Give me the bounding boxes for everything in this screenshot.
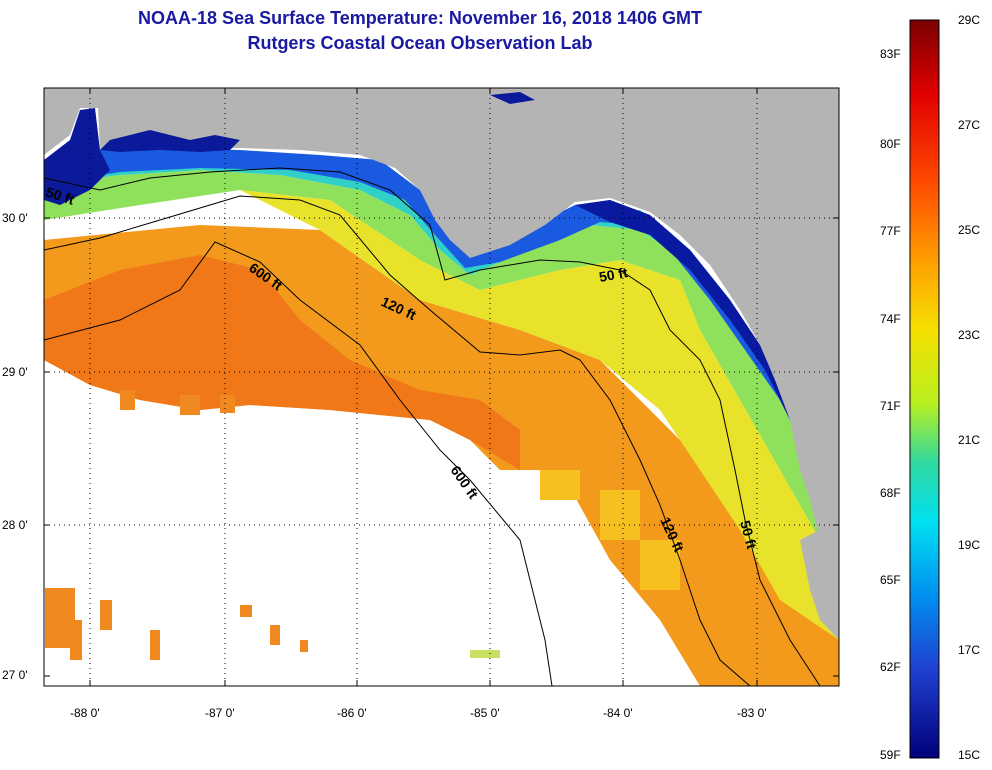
colorbar-f-label: 71F: [880, 399, 901, 413]
colorbar-f-label: 80F: [880, 137, 901, 151]
contour-50ft: [44, 167, 821, 686]
land-bay-water: [490, 92, 535, 104]
map-frame: [43, 87, 840, 687]
lon-label: -86 0': [337, 706, 367, 720]
colorbar-c-label: 25C: [958, 223, 981, 237]
lat-label: 29 0': [2, 365, 28, 379]
colorbar-c-label: 23C: [958, 328, 981, 342]
sst-scatter: [45, 390, 680, 660]
colorbar-f-label: 65F: [880, 573, 901, 587]
land-mass: [44, 88, 839, 550]
land-bay-water: [100, 130, 240, 152]
colorbar-c-label: 29C: [958, 13, 981, 27]
colorbar-c-label: 17C: [958, 643, 981, 657]
lon-label: -83 0': [737, 706, 767, 720]
colorbar-f-label: 62F: [880, 660, 901, 674]
colorbar-c-label: 15C: [958, 748, 981, 762]
map-subtitle: Rutgers Coastal Ocean Observation Lab: [247, 33, 593, 53]
colorbar: [909, 19, 940, 759]
colorbar-f-label: 68F: [880, 486, 901, 500]
land-florida-tip: [800, 520, 839, 640]
colorbar-c-label: 19C: [958, 538, 981, 552]
contour-label: 50 ft: [598, 264, 629, 285]
sst-hot-core: [44, 255, 520, 470]
lon-label: -87 0': [205, 706, 235, 720]
colorbar-f-label: 77F: [880, 224, 901, 238]
colorbar-f-label: 59F: [880, 748, 901, 762]
lat-label: 30 0': [2, 211, 28, 225]
contour-120ft: [44, 195, 751, 686]
colorbar-c-label: 27C: [958, 118, 981, 132]
map-title: NOAA-18 Sea Surface Temperature: Novembe…: [138, 8, 702, 28]
sst-cold-bay: [44, 108, 110, 205]
lon-label: -85 0': [470, 706, 500, 720]
sst-yellow-shelf: [240, 190, 839, 640]
axis-ticks: [44, 88, 839, 686]
lon-label: -84 0': [603, 706, 633, 720]
colorbar-c-label: 21C: [958, 433, 981, 447]
lat-label: 28 0': [2, 518, 28, 532]
contour-600ft: [44, 241, 553, 686]
contour-label: 50 ft: [737, 519, 760, 551]
depth-contours: [44, 167, 821, 686]
lat-label: 27 0': [2, 668, 28, 682]
colorbar-f-label: 74F: [880, 312, 901, 326]
lon-label: -88 0': [70, 706, 100, 720]
colorbar-f-label: 83F: [880, 47, 901, 61]
